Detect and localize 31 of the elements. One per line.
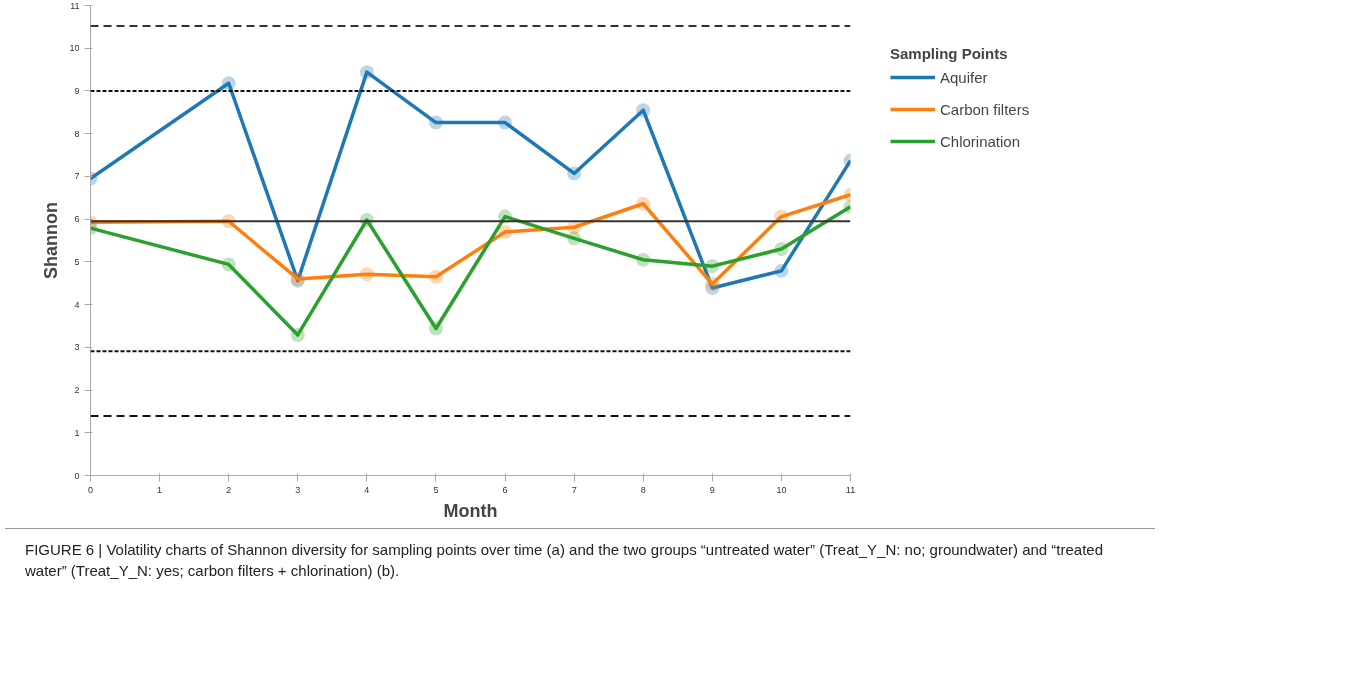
x-tick-label: 1 <box>157 484 163 495</box>
y-tick-label: 2 <box>74 385 80 396</box>
y-tick-label: 3 <box>74 342 80 353</box>
y-tick-label: 7 <box>74 171 80 182</box>
x-tick-label: 7 <box>571 484 577 495</box>
y-tick-label: 1 <box>74 427 80 438</box>
y-tick-label: 10 <box>69 43 80 54</box>
y-tick-label: 4 <box>74 299 80 310</box>
caption: FIGURE 6 | Volatility charts of Shannon diversity for sampling points over time (a) and the two groups “untreated water” (Treat_Y_N: no; groundwater) and “treated water” (Treat_Y_N: yes; carbon filters + chlorination) (b). <box>25 540 1105 582</box>
x-axis-title: Month <box>443 500 498 521</box>
y-tick-label: 9 <box>74 85 80 96</box>
legend-label: Chlorination <box>940 132 1021 150</box>
x-tick-label: 4 <box>364 484 370 495</box>
y-tick-label: 8 <box>74 128 80 139</box>
y-axis-title: Shannon <box>41 202 62 279</box>
x-tick-label: 5 <box>433 484 439 495</box>
x-tick-label: 0 <box>88 484 94 495</box>
x-tick-label: 10 <box>776 484 787 495</box>
x-tick-label: 9 <box>709 484 715 495</box>
x-tick-label: 11 <box>845 484 856 495</box>
x-tick-label: 2 <box>226 484 232 495</box>
x-tick-label: 6 <box>502 484 508 495</box>
y-tick-label: 5 <box>74 256 80 267</box>
legend-label: Aquifer <box>940 68 988 86</box>
x-tick-label: 3 <box>295 484 301 495</box>
legend-label: Carbon filters <box>940 100 1030 118</box>
y-tick-label: 0 <box>74 470 80 481</box>
x-tick-label: 8 <box>640 484 646 495</box>
y-tick-label: 11 <box>70 0 80 11</box>
y-tick-label: 6 <box>74 214 80 225</box>
legend-title: Sampling Points <box>890 45 1009 62</box>
